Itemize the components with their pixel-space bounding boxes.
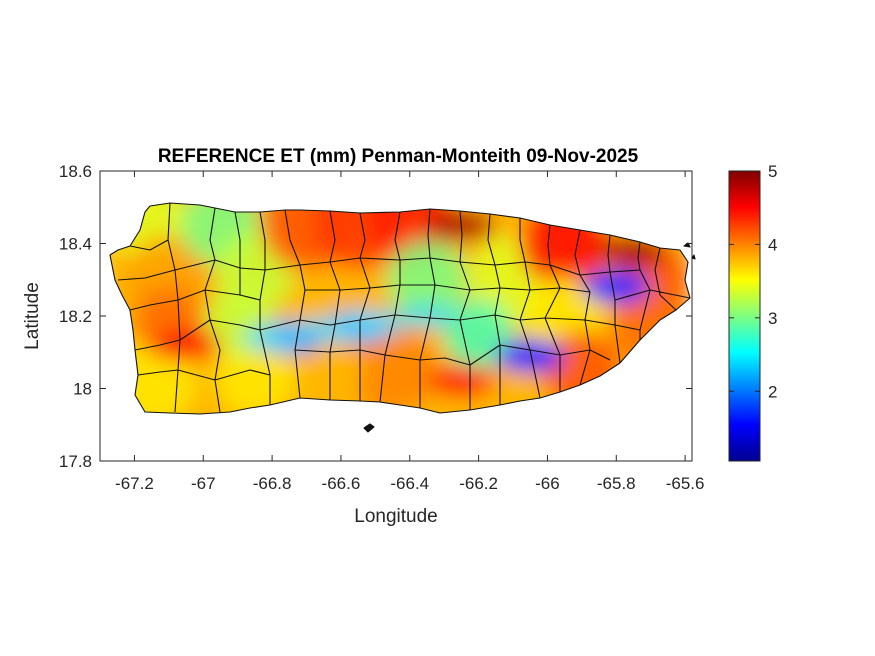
x-tick-label: -67 [191,474,216,493]
et-low-band [242,326,303,349]
x-tick-label: -66.8 [253,474,292,493]
x-tick-label: -66.2 [459,474,498,493]
y-tick-label: 18.4 [59,235,92,254]
municipality-lines [117,202,691,413]
y-tick-label: 18 [73,380,92,399]
x-tick-label: -67.2 [115,474,154,493]
colorbar-ticks: 2 3 4 5 [729,162,777,401]
colorbar-tick-label: 3 [768,309,777,328]
et-feature [582,271,651,303]
et-low-band [293,319,354,342]
colorbar: 2 3 4 5 [728,162,777,462]
et-feature [496,339,565,372]
x-tick-label: -66.6 [322,474,361,493]
colorbar-tick-label: 5 [768,162,777,181]
y-tick-label: 18.6 [59,162,92,181]
colorbar-tick-label: 2 [768,382,777,401]
municipality-boundaries [109,202,696,433]
x-tick-label: -65.6 [666,474,705,493]
colorbar-tick-label: 4 [768,235,777,254]
x-tick-label: -65.8 [597,474,636,493]
et-feature [427,365,496,398]
et-feature [152,329,221,361]
y-tick-label: 17.8 [59,452,92,471]
y-axis: 17.8 18 18.2 18.4 18.6 [59,162,692,471]
et-patch [347,325,438,414]
x-axis-label: Longitude [354,506,437,527]
y-tick-label: 18.2 [59,307,92,326]
y-axis-label: Latitude [22,282,43,350]
x-tick-label: -66 [535,474,560,493]
coastal-islets [683,242,696,260]
x-axis: -67.2 -67 -66.8 -66.6 -66.4 -66.2 -66 -65.8 -65.… [115,171,704,493]
caja-de-muertos-island [363,423,375,433]
x-tick-label: -66.4 [390,474,429,493]
colorbar-ramp [728,170,761,462]
et-low-band [396,305,457,327]
chart-title: REFERENCE ET (mm) Penman-Monteith 09-Nov… [158,146,639,167]
